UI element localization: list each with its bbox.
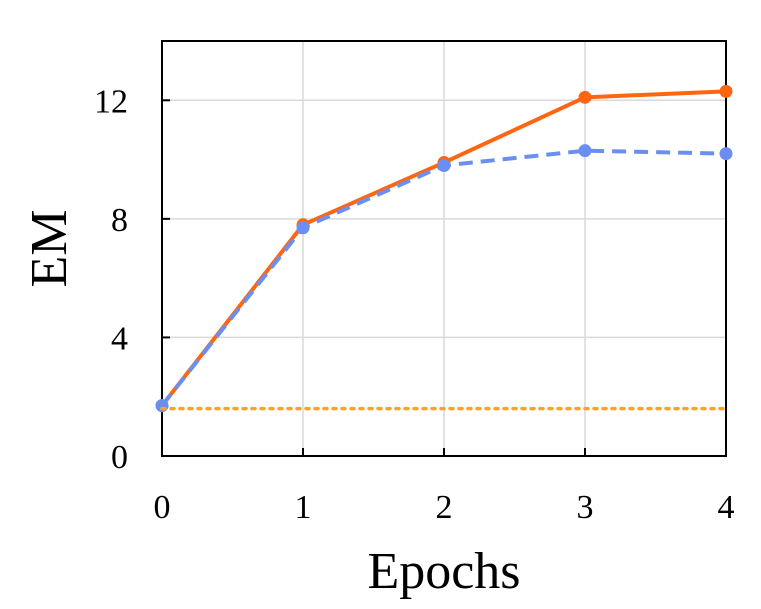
data-point [578, 144, 592, 158]
x-axis-label: Epochs [367, 543, 520, 600]
y-tick-label: 4 [111, 320, 128, 357]
y-tick-label: 12 [94, 83, 128, 120]
grid-lines [162, 41, 727, 456]
data-point [437, 159, 451, 172]
x-tick-label: 4 [718, 489, 735, 526]
data-point [719, 147, 733, 161]
x-tick-label: 3 [577, 489, 594, 526]
x-tick-label: 1 [295, 489, 312, 526]
data-point [296, 221, 310, 235]
y-axis-label: EM [21, 210, 78, 288]
data-point [719, 84, 733, 98]
series-2 [155, 144, 733, 413]
x-tick-label: 0 [154, 489, 171, 526]
y-tick-label: 8 [111, 202, 128, 239]
y-tick-label: 0 [111, 439, 128, 476]
data-point [578, 90, 592, 104]
series-layer [155, 84, 733, 413]
x-tick-label: 2 [436, 489, 453, 526]
